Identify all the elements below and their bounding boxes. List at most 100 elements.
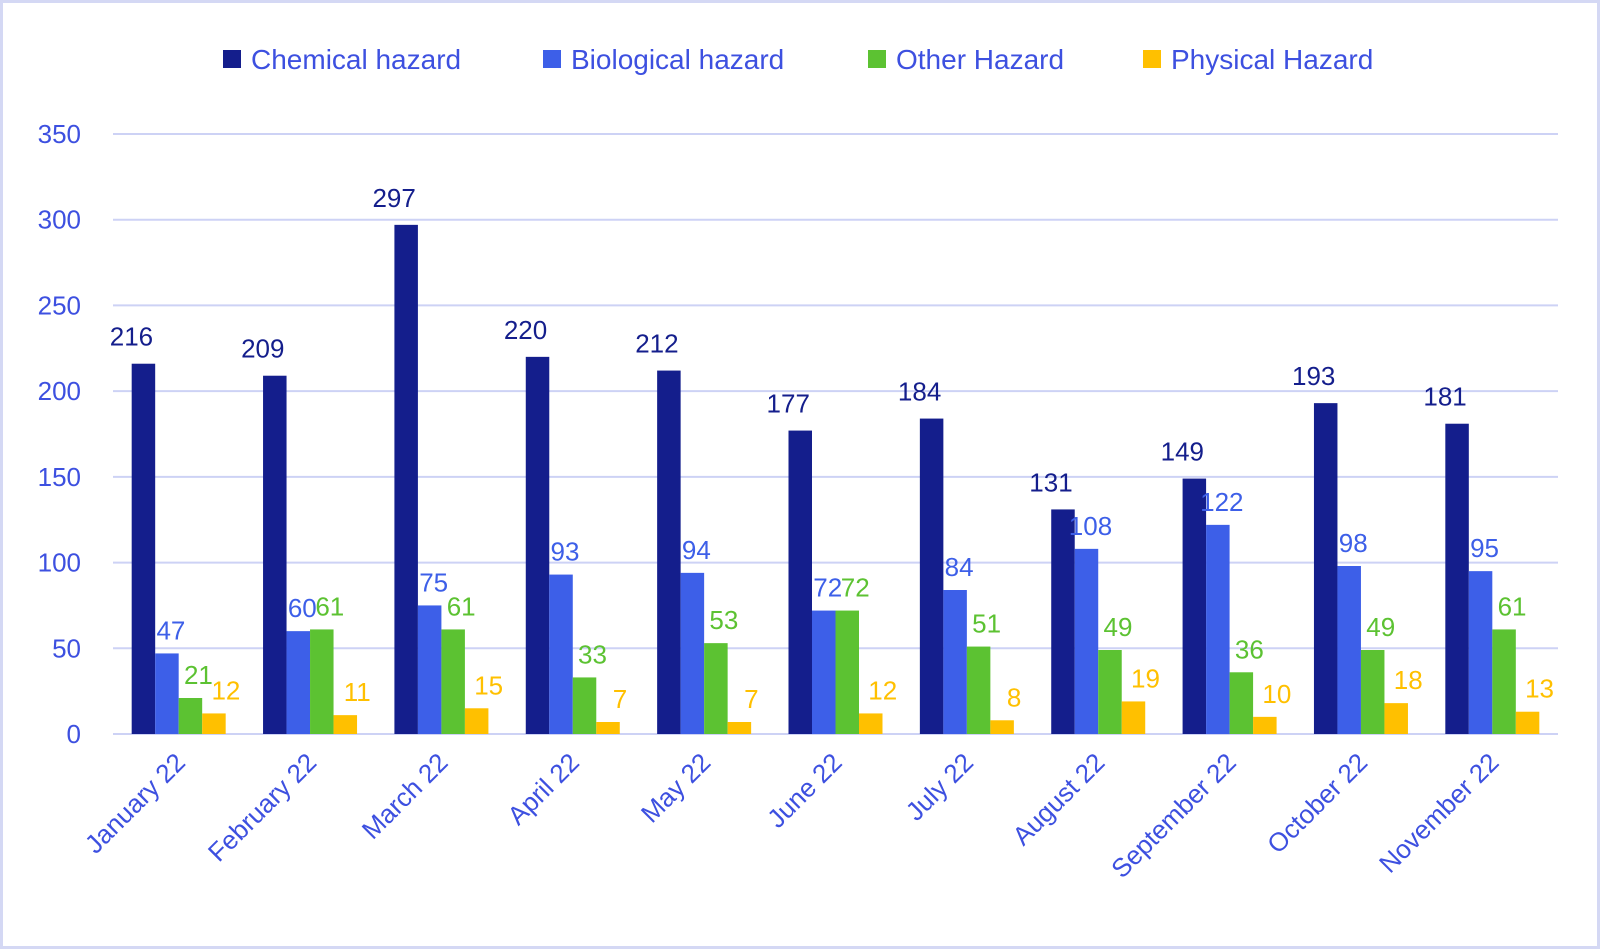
legend-label: Chemical hazard [251, 44, 461, 75]
data-label: 7 [744, 684, 758, 714]
data-label: 75 [419, 567, 448, 597]
data-label: 61 [1498, 591, 1527, 621]
bar-chemical-hazard [263, 375, 287, 734]
bar-physical-hazard [1515, 711, 1540, 734]
data-label: 98 [1339, 528, 1368, 558]
x-tick-label: February 22 [202, 747, 322, 867]
x-tick-label: September 22 [1105, 747, 1242, 884]
bar-biological-hazard [1074, 548, 1099, 734]
data-label: 36 [1235, 634, 1264, 664]
data-label: 212 [635, 329, 678, 359]
data-label: 149 [1161, 437, 1204, 467]
data-label: 297 [372, 183, 415, 213]
data-label: 209 [241, 334, 284, 364]
data-label: 8 [1007, 682, 1021, 712]
data-label: 19 [1131, 663, 1160, 693]
bar-biological-hazard [155, 653, 179, 734]
bar-other-hazard [178, 698, 203, 734]
bar-biological-hazard [286, 631, 311, 734]
bar-other-hazard [441, 629, 465, 734]
y-tick-label: 100 [38, 548, 81, 578]
bar-other-hazard [1098, 650, 1122, 734]
bar-other-hazard [310, 629, 334, 734]
data-label: 94 [682, 535, 711, 565]
data-label: 18 [1394, 665, 1423, 695]
y-tick-label: 350 [38, 119, 81, 149]
data-label: 93 [551, 537, 580, 567]
legend-label: Other Hazard [896, 44, 1064, 75]
x-tick-label: March 22 [356, 747, 454, 845]
bar-physical-hazard [1384, 703, 1408, 734]
bar-physical-hazard [596, 722, 620, 734]
data-label: 33 [578, 639, 607, 669]
bar-physical-hazard [727, 722, 752, 734]
data-label: 47 [156, 615, 185, 645]
bar-chemical-hazard [657, 370, 681, 734]
bar-biological-hazard [812, 610, 836, 734]
data-label: 61 [447, 591, 476, 621]
data-label: 184 [898, 377, 941, 407]
bar-other-hazard [1492, 629, 1516, 734]
y-tick-label: 250 [38, 290, 81, 320]
bar-physical-hazard [333, 715, 358, 734]
bar-other-hazard [1229, 672, 1254, 734]
bar-other-hazard [704, 643, 728, 734]
bar-biological-hazard [1206, 524, 1230, 734]
x-tick-label: October 22 [1261, 747, 1373, 859]
data-label: 122 [1200, 487, 1243, 517]
bar-chemical-hazard [131, 363, 156, 734]
data-label: 49 [1366, 612, 1395, 642]
data-label: 12 [211, 675, 240, 705]
bar-other-hazard [1360, 650, 1385, 734]
data-label: 11 [344, 677, 371, 707]
data-label: 181 [1423, 382, 1466, 412]
data-label: 220 [504, 315, 547, 345]
bar-physical-hazard [464, 708, 489, 734]
bar-other-hazard [835, 610, 859, 734]
data-label: 216 [110, 322, 153, 352]
bar-biological-hazard [1337, 566, 1361, 734]
bar-chemical-hazard [1182, 478, 1207, 734]
legend-label: Biological hazard [571, 44, 784, 75]
bar-biological-hazard [1468, 571, 1493, 734]
bar-other-hazard [572, 677, 597, 734]
data-label: 13 [1525, 674, 1554, 704]
data-label: 72 [813, 573, 842, 603]
bar-biological-hazard [680, 572, 705, 734]
data-label: 60 [288, 593, 317, 623]
data-label: 21 [184, 660, 213, 690]
bar-biological-hazard [549, 574, 573, 734]
bar-chemical-hazard [394, 224, 418, 734]
data-label: 61 [315, 591, 344, 621]
legend-swatch [223, 50, 241, 68]
legend-label: Physical Hazard [1171, 44, 1373, 75]
y-tick-label: 50 [52, 633, 81, 663]
data-label: 7 [613, 684, 627, 714]
bar-chart: 0 50 100 150 200 250 300 350 Chemical hazard Biol… [38, 44, 1558, 884]
bar-physical-hazard [202, 713, 226, 734]
data-label: 177 [767, 389, 810, 419]
data-label: 51 [972, 609, 1001, 639]
bar-physical-hazard [1253, 716, 1277, 734]
data-label: 12 [868, 675, 897, 705]
y-tick-label: 0 [67, 719, 81, 749]
bar-chemical-hazard [1051, 509, 1075, 734]
bar-chemical-hazard [1445, 423, 1469, 734]
y-tick-label: 200 [38, 376, 81, 406]
y-tick-label: 300 [38, 205, 81, 235]
bar-physical-hazard [859, 713, 883, 734]
data-label: 108 [1069, 511, 1112, 541]
legend-swatch [1143, 50, 1161, 68]
x-tick-label: August 22 [1006, 747, 1110, 851]
data-label: 84 [945, 552, 974, 582]
x-tick-label: November 22 [1373, 747, 1505, 879]
data-label: 10 [1262, 679, 1291, 709]
bar-other-hazard [966, 646, 991, 734]
x-tick-label: April 22 [501, 747, 585, 831]
bar-chemical-hazard [919, 418, 944, 734]
data-label: 53 [709, 605, 738, 635]
data-label: 49 [1104, 612, 1133, 642]
bar-physical-hazard [1121, 701, 1146, 734]
x-tick-label: June 22 [761, 747, 848, 834]
